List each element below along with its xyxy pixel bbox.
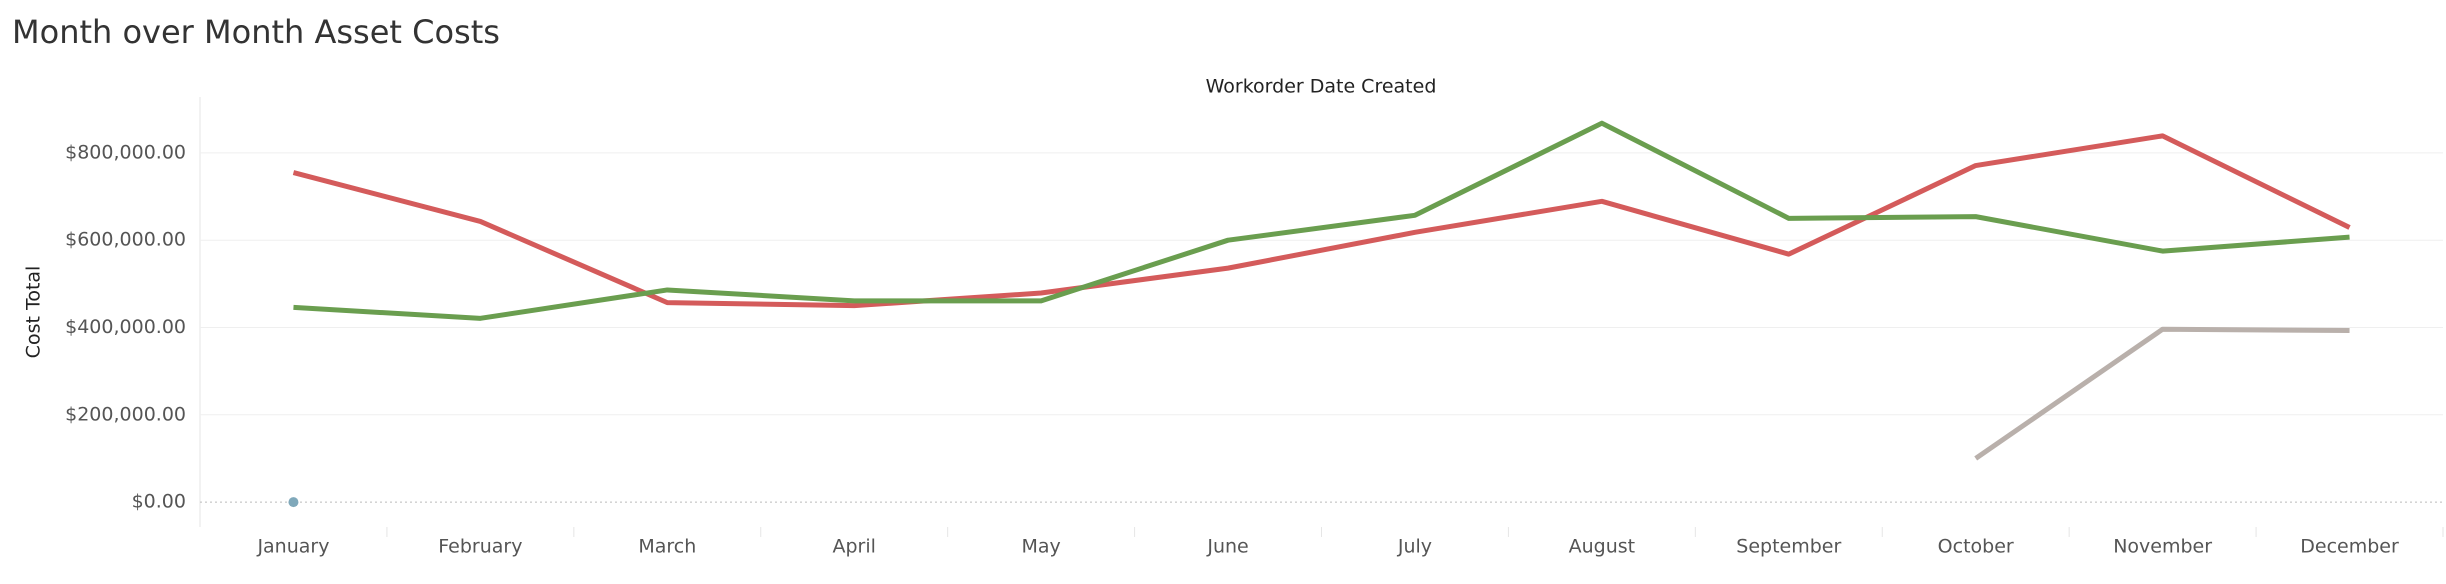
- x-tick-label: January: [256, 536, 329, 558]
- x-tick-label: October: [1938, 536, 2014, 558]
- y-tick-label: $400,000.00: [65, 316, 186, 338]
- x-tick-label: December: [2300, 536, 2399, 558]
- x-tick-label: July: [1397, 536, 1432, 558]
- y-tick-label: $800,000.00: [65, 141, 186, 163]
- y-tick-label: $0.00: [132, 491, 186, 513]
- data-point: [288, 497, 299, 508]
- series-line: [293, 120, 2350, 321]
- x-tick-label: September: [1736, 536, 1841, 558]
- x-tick-label: March: [638, 536, 696, 558]
- x-axis-title: Workorder Date Created: [1206, 76, 1437, 98]
- series-line: [1974, 326, 2350, 461]
- x-tick-label: November: [2113, 536, 2212, 558]
- series-line: [292, 133, 2351, 309]
- x-tick-label: August: [1569, 536, 1636, 558]
- x-tick-label: May: [1021, 536, 1060, 558]
- chart-title: Month over Month Asset Costs: [12, 13, 500, 51]
- x-tick-label: June: [1206, 536, 1248, 558]
- x-tick-label: February: [438, 536, 522, 558]
- x-tick-label: April: [832, 536, 875, 558]
- y-tick-label: $600,000.00: [65, 229, 186, 251]
- y-axis-title: Cost Total: [23, 266, 45, 359]
- y-tick-label: $200,000.00: [65, 403, 186, 425]
